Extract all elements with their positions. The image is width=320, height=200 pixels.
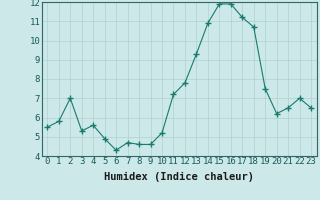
X-axis label: Humidex (Indice chaleur): Humidex (Indice chaleur) [104,172,254,182]
